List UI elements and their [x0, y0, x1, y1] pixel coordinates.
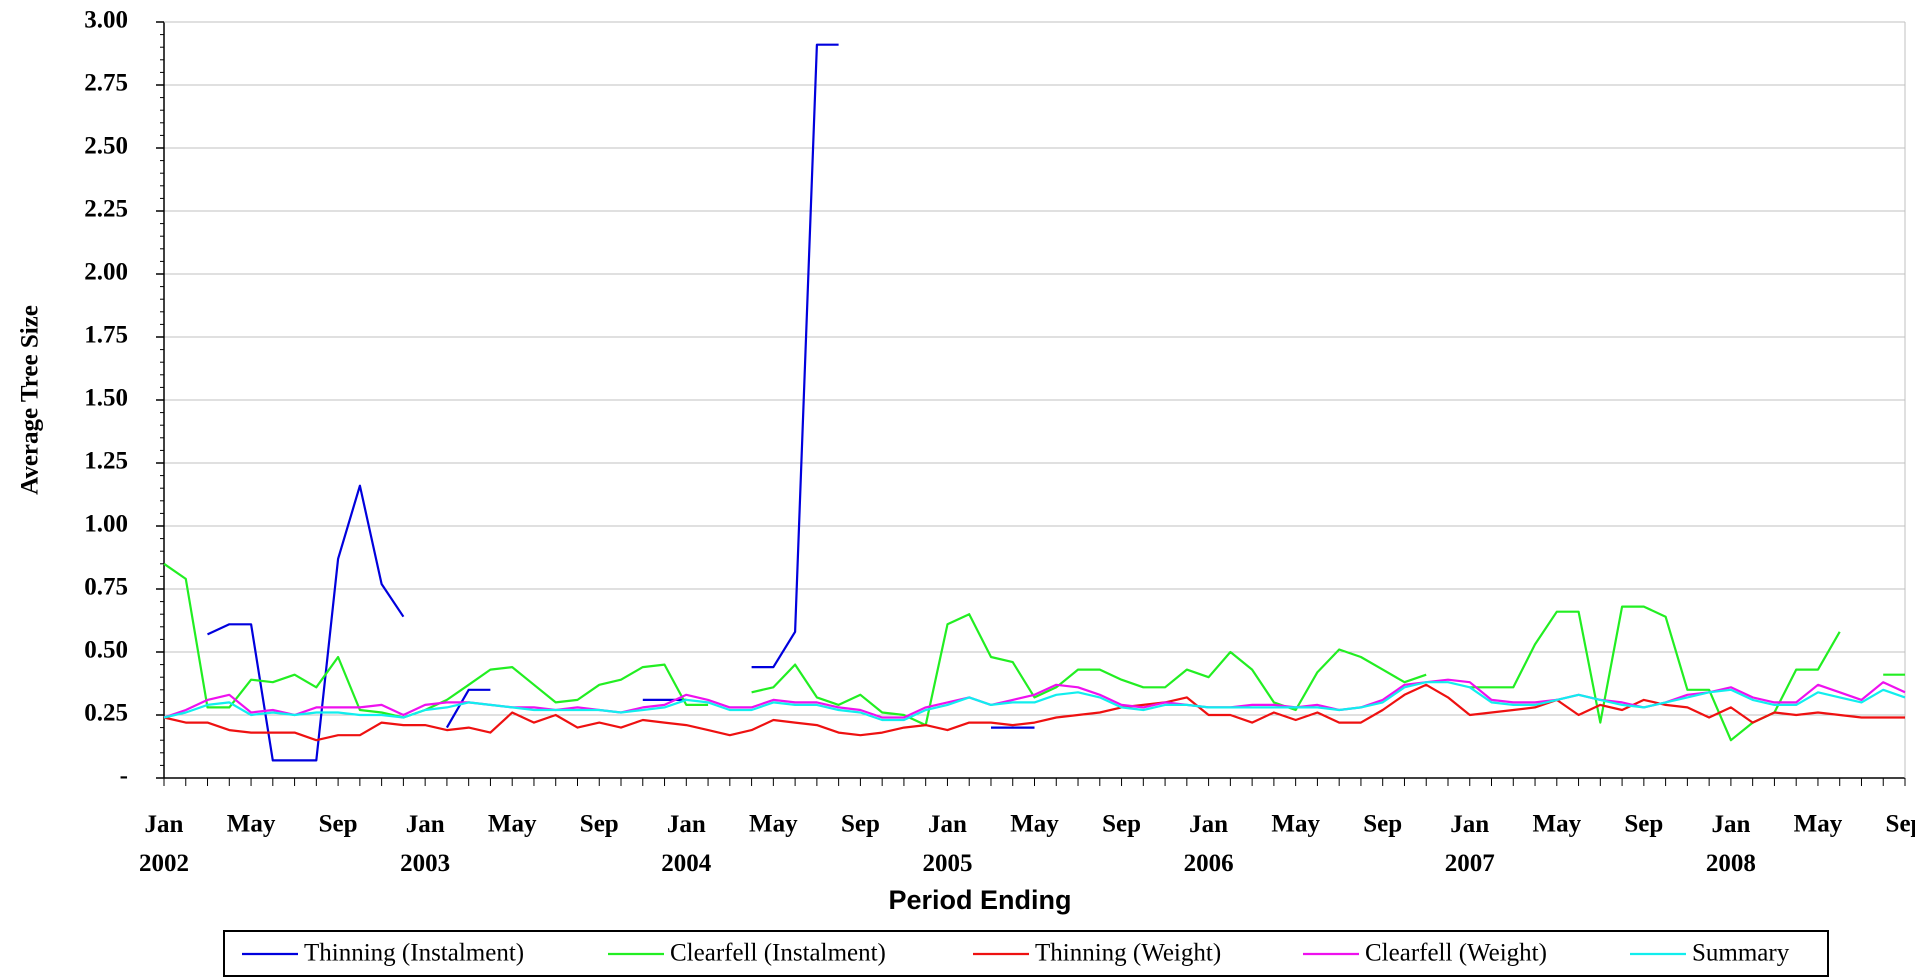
- x-axis-title: Period Ending: [888, 885, 1071, 915]
- series-line: [163, 683, 1905, 742]
- x-tick-label: Sep: [319, 811, 358, 838]
- legend-label: Thinning (Instalment): [304, 940, 524, 967]
- x-tick-label: Jan 2007: [1445, 811, 1495, 877]
- x-tick-label: Sep: [841, 811, 880, 838]
- x-tick-label: Sep: [1886, 811, 1915, 838]
- x-tick-label: Jan 2006: [1184, 811, 1234, 877]
- y-tick-label: 0.25: [84, 700, 128, 727]
- y-tick-label: 2.25: [84, 196, 128, 223]
- series-line: [163, 678, 1906, 719]
- x-tick-label: May: [488, 811, 537, 838]
- x-tick-label: Jan 2005: [922, 811, 972, 877]
- legend-label: Thinning (Weight): [1035, 940, 1221, 967]
- x-tick-label: Jan 2008: [1706, 811, 1756, 877]
- y-tick-label: 2.50: [84, 133, 128, 160]
- x-tick-label: Jan 2004: [661, 811, 712, 877]
- x-tick-label: Sep: [1363, 811, 1402, 838]
- y-tick-label: -: [120, 763, 128, 790]
- series-line: [207, 43, 1035, 762]
- x-tick-label: Sep: [580, 811, 619, 838]
- legend-box: [223, 930, 1829, 977]
- x-tick-label: May: [1010, 811, 1059, 838]
- x-tick-label: May: [227, 811, 276, 838]
- y-tick-label: 1.25: [84, 448, 128, 475]
- legend-label: Clearfell (Weight): [1365, 940, 1547, 967]
- y-tick-label: 2.75: [84, 70, 128, 97]
- y-axis-title: Average Tree Size: [17, 305, 44, 495]
- y-tick-label: 1.75: [84, 322, 128, 349]
- y-tick-label: 3.00: [84, 7, 128, 34]
- legend-label: Summary: [1692, 940, 1790, 967]
- x-tick-label: May: [1794, 811, 1843, 838]
- y-tick-label: 1.50: [84, 385, 128, 412]
- y-tick-label: 2.00: [84, 259, 128, 286]
- x-tick-label: Sep: [1624, 811, 1663, 838]
- legend-label: Clearfell (Instalment): [670, 940, 886, 967]
- y-tick-label: 1.00: [84, 511, 128, 538]
- series-line: [163, 681, 1906, 722]
- series-line: [163, 562, 1905, 742]
- x-tick-label: May: [1271, 811, 1320, 838]
- x-tick-label: Jan 2002: [139, 811, 189, 877]
- x-tick-label: Jan 2003: [400, 811, 450, 877]
- x-tick-label: May: [1532, 811, 1581, 838]
- x-tick-label: Sep: [1102, 811, 1141, 838]
- y-tick-label: 0.50: [84, 637, 128, 664]
- x-tick-label: May: [749, 811, 798, 838]
- y-tick-label: 0.75: [84, 574, 128, 601]
